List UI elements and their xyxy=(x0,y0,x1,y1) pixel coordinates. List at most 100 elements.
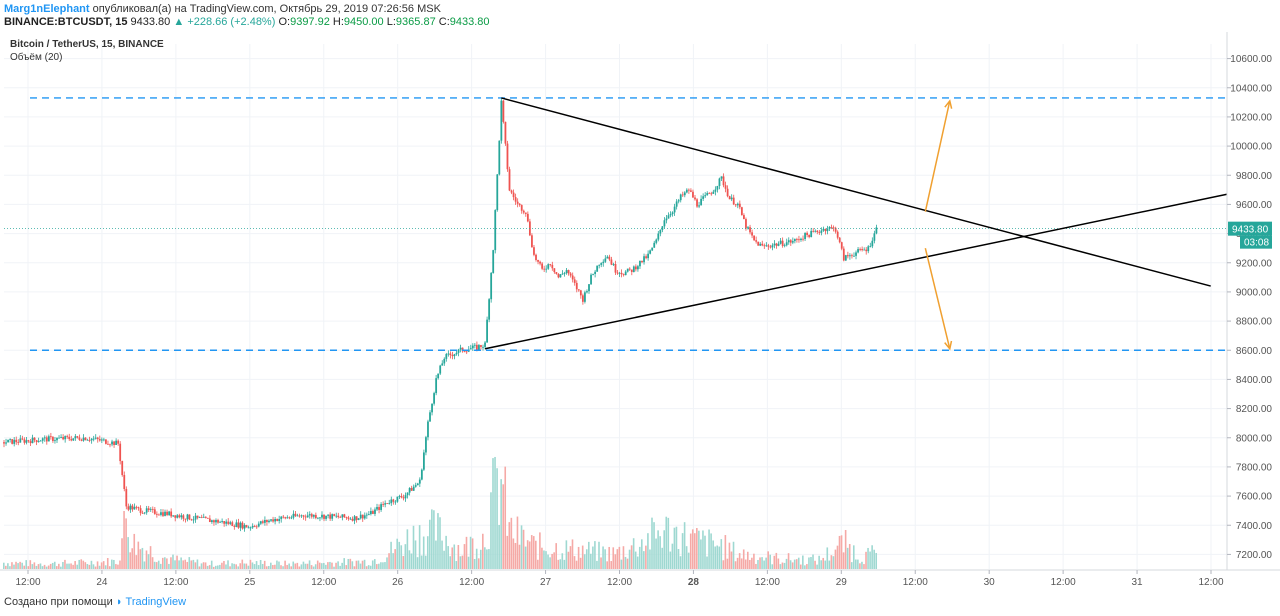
volume-bar xyxy=(795,559,798,569)
volume-bar xyxy=(82,560,85,569)
volume-bar xyxy=(675,526,678,569)
volume-bar xyxy=(826,547,829,569)
volume-bar xyxy=(310,565,313,569)
tradingview-logo-icon: ◗ xyxy=(115,596,123,608)
candle-body xyxy=(98,439,101,441)
candle-body xyxy=(70,439,73,441)
candle-body xyxy=(512,192,515,198)
candle-body xyxy=(202,516,205,518)
author-link[interactable]: Marg1nElephant xyxy=(4,3,90,15)
price-axis-label: 7600.00 xyxy=(1236,492,1273,503)
volume-bar xyxy=(606,561,608,569)
volume-bar xyxy=(535,540,537,569)
candle-body xyxy=(347,517,350,519)
volume-bar xyxy=(294,563,297,569)
candle-body xyxy=(767,245,770,247)
price-chart[interactable]: 7200.00 7400.00 7600.00 7800.00 8000.00 8200.… xyxy=(0,32,1280,592)
candle-body xyxy=(211,520,213,523)
candle-body xyxy=(471,345,474,349)
candle-body xyxy=(783,245,786,247)
volume-bar xyxy=(528,541,531,569)
change-arrow-icon: ▲ xyxy=(173,16,185,28)
volume-bar xyxy=(494,456,496,569)
volume-bar xyxy=(740,558,743,569)
volume-bar xyxy=(816,564,818,569)
volume-bar xyxy=(123,510,125,569)
candle-body xyxy=(677,200,680,202)
volume-bar xyxy=(441,540,443,569)
candle-body xyxy=(39,440,42,442)
volume-bar xyxy=(300,564,303,569)
candle-body xyxy=(667,215,670,219)
volume-bar xyxy=(282,566,284,569)
candle-body xyxy=(865,249,868,252)
volume-bar xyxy=(406,529,409,569)
candle-body xyxy=(365,514,368,516)
volume-bar xyxy=(376,564,378,569)
volume-bar xyxy=(659,536,661,569)
volume-bar xyxy=(848,544,851,569)
volume-bar xyxy=(78,559,81,569)
volume-bar xyxy=(579,557,582,569)
volume-bar xyxy=(225,564,227,569)
time-axis-label: 30 xyxy=(984,577,996,588)
candle-body xyxy=(58,437,60,439)
volume-bar xyxy=(873,549,875,569)
candle-body xyxy=(410,488,413,491)
volume-bar xyxy=(808,557,810,569)
volume-bar xyxy=(769,554,772,569)
candle-body xyxy=(632,266,635,272)
candle-body xyxy=(418,479,421,484)
candle-body xyxy=(94,437,97,439)
volume-bar xyxy=(763,560,765,569)
volume-bar xyxy=(822,557,825,569)
candle-body xyxy=(753,235,756,241)
volume-bar xyxy=(518,544,521,569)
volume-bar xyxy=(838,535,841,569)
volume-bar xyxy=(524,546,527,569)
tradingview-link[interactable]: TradingView xyxy=(125,596,187,608)
volume-bar xyxy=(306,563,309,569)
volume-bar xyxy=(337,561,339,569)
volume-bar xyxy=(43,564,46,569)
volume-bar xyxy=(861,561,863,569)
volume-bar xyxy=(730,551,733,569)
candle-body xyxy=(272,519,274,522)
volume-bar xyxy=(174,560,176,569)
candle-body xyxy=(775,243,778,246)
volume-bar xyxy=(655,538,657,569)
volume-bar xyxy=(498,524,500,569)
price-axis-label: 9600.00 xyxy=(1236,200,1273,211)
candle-body xyxy=(863,249,866,251)
candle-body xyxy=(706,193,709,196)
volume-bar xyxy=(278,561,280,569)
candle-body xyxy=(412,486,415,491)
candle-body xyxy=(620,272,623,275)
volume-bar xyxy=(371,560,374,569)
volume-bar xyxy=(333,566,335,569)
candle-body xyxy=(90,438,93,441)
volume-bar xyxy=(742,549,745,569)
candle-body xyxy=(710,193,713,195)
candle-body xyxy=(172,515,175,517)
volume-bar xyxy=(508,522,511,569)
volume-bar xyxy=(74,561,76,569)
volume-bar xyxy=(245,563,248,569)
volume-bar xyxy=(779,564,782,569)
volume-bar xyxy=(223,560,225,569)
candle-body xyxy=(72,438,75,441)
volume-bar xyxy=(198,566,201,569)
volume-bar xyxy=(573,556,576,569)
candle-body xyxy=(276,519,279,521)
candle-body xyxy=(3,442,5,444)
volume-bar xyxy=(726,558,729,569)
candle-body xyxy=(237,522,240,528)
volume-bar xyxy=(706,556,708,569)
volume-bar xyxy=(137,541,140,569)
volume-bar xyxy=(500,479,502,569)
candle-body xyxy=(21,438,24,440)
volume-bar xyxy=(722,560,725,569)
volume-bar xyxy=(437,513,439,569)
volume-bar xyxy=(653,522,655,569)
candle-body xyxy=(669,214,672,216)
